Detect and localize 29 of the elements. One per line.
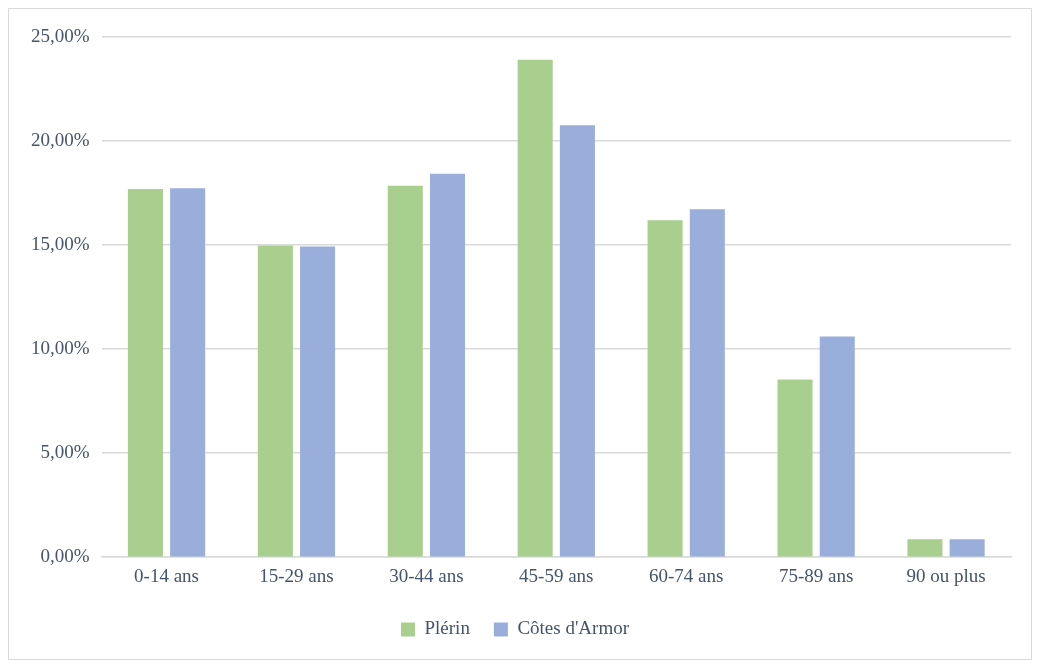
y-tick-label: 15,00% bbox=[31, 233, 90, 255]
bar bbox=[517, 59, 553, 557]
legend-label: Plérin bbox=[424, 617, 471, 639]
bar bbox=[387, 185, 423, 557]
bar bbox=[949, 539, 985, 557]
bar bbox=[689, 209, 725, 557]
bar bbox=[257, 245, 293, 557]
bar bbox=[819, 336, 855, 557]
bar bbox=[777, 379, 813, 557]
x-tick-label: 75-89 ans bbox=[778, 564, 854, 586]
x-tick-label: 45-59 ans bbox=[519, 564, 594, 586]
x-tick-label: 15-29 ans bbox=[259, 564, 334, 586]
x-tick-label: 0-14 ans bbox=[134, 564, 199, 586]
bar bbox=[559, 125, 595, 557]
bar bbox=[170, 188, 206, 557]
bar bbox=[429, 173, 466, 557]
bar bbox=[647, 220, 683, 557]
bar bbox=[127, 188, 163, 557]
bar bbox=[907, 539, 943, 557]
x-tick-label: 90 ou plus bbox=[906, 564, 986, 586]
y-tick-label: 5,00% bbox=[40, 441, 90, 463]
x-tick-label: 30-44 ans bbox=[389, 564, 464, 586]
y-tick-label: 20,00% bbox=[31, 129, 90, 151]
y-tick-label: 0,00% bbox=[40, 545, 90, 567]
x-tick-label: 60-74 ans bbox=[649, 564, 724, 586]
bar bbox=[300, 246, 336, 557]
y-tick-label: 10,00% bbox=[31, 337, 90, 359]
legend-label: Côtes d'Armor bbox=[517, 617, 630, 639]
y-tick-label: 25,00% bbox=[31, 24, 90, 46]
